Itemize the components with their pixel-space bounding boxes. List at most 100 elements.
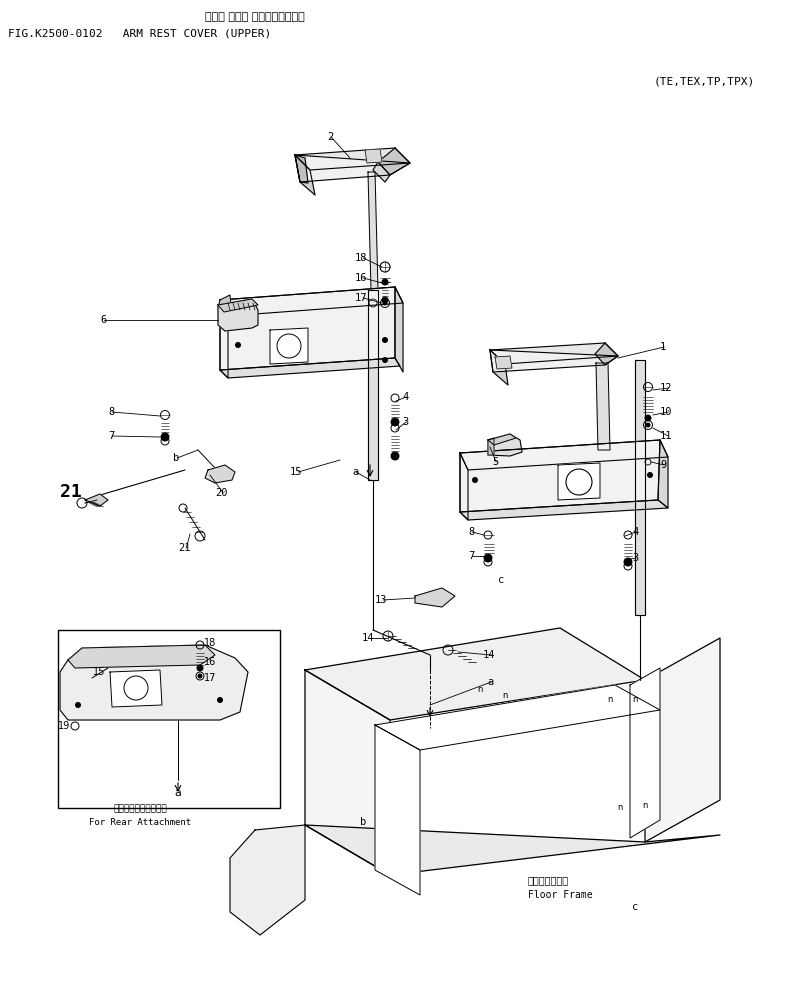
Text: b: b [360,817,367,827]
Text: 17: 17 [355,293,367,303]
Text: FIG.K2500-0102   ARM REST COVER (UPPER): FIG.K2500-0102 ARM REST COVER (UPPER) [8,28,272,38]
Text: 14: 14 [362,633,374,643]
Polygon shape [220,287,403,316]
Text: n: n [642,801,648,810]
Text: 13: 13 [375,595,388,605]
Circle shape [473,477,477,482]
Polygon shape [375,685,660,750]
Text: n: n [608,696,612,705]
Polygon shape [295,155,410,182]
Polygon shape [368,172,378,290]
Polygon shape [305,670,390,875]
Polygon shape [495,356,512,369]
Circle shape [624,558,632,566]
Circle shape [217,698,222,703]
Polygon shape [635,360,645,615]
Circle shape [391,452,399,460]
Circle shape [236,342,240,347]
Circle shape [646,423,650,427]
Polygon shape [295,155,308,183]
Circle shape [382,357,388,362]
Polygon shape [490,350,508,385]
Polygon shape [220,300,228,378]
Text: 20: 20 [215,488,228,498]
Text: 7: 7 [108,431,115,441]
Polygon shape [218,295,232,318]
Text: b: b [173,453,179,463]
Polygon shape [375,725,420,895]
Circle shape [645,415,651,421]
Text: n: n [632,696,637,705]
Text: 4: 4 [632,527,638,537]
Circle shape [198,674,202,678]
Polygon shape [490,350,618,372]
Text: 6: 6 [100,315,106,325]
Text: c: c [498,575,504,585]
Text: c: c [632,902,638,912]
Text: 2: 2 [327,132,334,142]
Circle shape [382,337,388,342]
Polygon shape [645,638,720,842]
Polygon shape [460,440,668,470]
Circle shape [382,297,388,303]
Text: 3: 3 [632,553,638,563]
Polygon shape [490,343,618,364]
Text: n: n [617,804,623,813]
Polygon shape [488,434,516,445]
Text: アーム レスト カバー（アッパ）: アーム レスト カバー（アッパ） [205,12,305,22]
Polygon shape [368,290,378,480]
Polygon shape [596,363,610,450]
Polygon shape [378,148,410,175]
Text: 8: 8 [468,527,474,537]
Text: 16: 16 [355,273,367,283]
Circle shape [648,472,652,477]
Polygon shape [395,287,403,372]
Polygon shape [488,438,494,455]
Text: 15: 15 [290,467,302,477]
Polygon shape [630,668,660,838]
Text: n: n [502,691,508,700]
Text: 11: 11 [660,431,673,441]
Polygon shape [460,500,668,520]
Text: 16: 16 [204,657,216,667]
Polygon shape [270,328,308,364]
Text: 14: 14 [483,650,495,660]
Polygon shape [595,343,618,365]
Text: 18: 18 [204,638,216,648]
Text: 3: 3 [402,417,408,427]
Text: For Rear Attachment: For Rear Attachment [89,818,191,827]
Circle shape [197,665,203,671]
Polygon shape [218,299,258,312]
Polygon shape [230,825,305,935]
Text: a: a [487,677,493,687]
Polygon shape [205,465,235,483]
Circle shape [161,433,169,441]
Bar [58,630,280,808]
Polygon shape [305,628,645,720]
Polygon shape [460,440,660,512]
Polygon shape [373,162,390,182]
Polygon shape [68,645,215,668]
Text: フロアフレーム: フロアフレーム [528,875,569,885]
Text: 10: 10 [660,407,673,417]
Text: 5: 5 [492,457,498,467]
Text: 8: 8 [108,407,115,417]
Polygon shape [60,645,248,720]
Polygon shape [295,155,315,195]
Polygon shape [218,299,258,331]
Text: 21: 21 [60,483,82,500]
Text: Floor Frame: Floor Frame [528,890,593,900]
Polygon shape [558,463,600,500]
Text: 4: 4 [402,392,408,402]
Text: a: a [352,467,358,477]
Polygon shape [460,453,468,520]
Circle shape [391,418,399,426]
Polygon shape [110,670,162,707]
Text: a: a [174,788,181,798]
Text: 21: 21 [178,543,191,553]
Polygon shape [220,358,400,378]
Polygon shape [295,148,410,170]
Text: (TE,TEX,TP,TPX): (TE,TEX,TP,TPX) [654,76,755,86]
Circle shape [383,301,387,305]
Polygon shape [220,287,395,370]
